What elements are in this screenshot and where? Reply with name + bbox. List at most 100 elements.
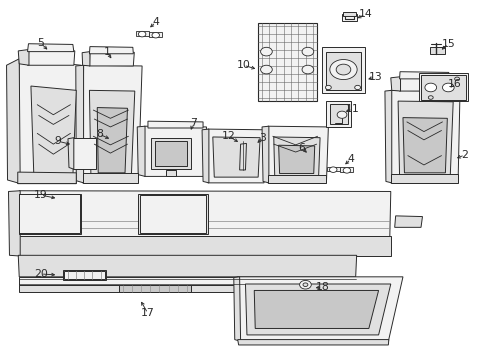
- Polygon shape: [267, 175, 326, 183]
- Polygon shape: [397, 101, 452, 176]
- Polygon shape: [19, 235, 390, 256]
- Polygon shape: [202, 129, 208, 183]
- Circle shape: [454, 77, 459, 81]
- Polygon shape: [418, 73, 467, 101]
- Polygon shape: [138, 194, 207, 234]
- Polygon shape: [148, 121, 203, 128]
- Text: 18: 18: [315, 282, 329, 292]
- Polygon shape: [326, 51, 360, 90]
- Polygon shape: [76, 65, 83, 183]
- Polygon shape: [258, 23, 316, 101]
- Polygon shape: [18, 172, 76, 184]
- Polygon shape: [119, 285, 190, 292]
- Polygon shape: [27, 49, 75, 65]
- Polygon shape: [155, 140, 186, 166]
- Circle shape: [302, 65, 313, 74]
- Polygon shape: [399, 77, 449, 91]
- Polygon shape: [342, 12, 355, 16]
- Polygon shape: [384, 90, 391, 183]
- Polygon shape: [273, 137, 320, 176]
- Circle shape: [260, 65, 272, 74]
- Polygon shape: [207, 129, 266, 183]
- Polygon shape: [135, 31, 148, 36]
- Text: 2: 2: [461, 150, 468, 160]
- Polygon shape: [233, 277, 240, 341]
- Polygon shape: [18, 255, 356, 277]
- Polygon shape: [237, 277, 402, 341]
- Polygon shape: [144, 126, 206, 176]
- Text: 8: 8: [96, 129, 102, 139]
- Polygon shape: [326, 167, 339, 171]
- Polygon shape: [340, 167, 353, 172]
- Polygon shape: [394, 216, 422, 227]
- Polygon shape: [137, 126, 145, 176]
- Circle shape: [442, 83, 453, 92]
- Text: 20: 20: [34, 269, 47, 279]
- Text: 19: 19: [34, 190, 47, 200]
- Polygon shape: [329, 104, 347, 125]
- Text: 5: 5: [37, 38, 44, 48]
- Polygon shape: [64, 271, 104, 279]
- Polygon shape: [82, 51, 90, 66]
- Polygon shape: [8, 191, 20, 256]
- Polygon shape: [262, 126, 268, 183]
- Circle shape: [336, 111, 346, 118]
- Circle shape: [303, 283, 307, 287]
- Text: 17: 17: [141, 309, 155, 318]
- Text: 4: 4: [346, 154, 353, 164]
- Polygon shape: [151, 138, 190, 169]
- Polygon shape: [254, 291, 378, 328]
- Polygon shape: [18, 59, 81, 184]
- Polygon shape: [278, 145, 314, 174]
- Polygon shape: [149, 32, 162, 37]
- Polygon shape: [212, 137, 260, 177]
- Circle shape: [325, 85, 330, 90]
- Circle shape: [343, 168, 350, 173]
- Polygon shape: [68, 138, 74, 169]
- Polygon shape: [82, 65, 142, 183]
- Polygon shape: [89, 51, 134, 66]
- Text: 12: 12: [222, 131, 235, 141]
- Text: 10: 10: [236, 60, 250, 70]
- Polygon shape: [402, 118, 447, 173]
- Text: 6: 6: [298, 143, 305, 153]
- Circle shape: [138, 31, 145, 37]
- Polygon shape: [27, 44, 74, 51]
- Polygon shape: [390, 90, 459, 183]
- Circle shape: [424, 83, 436, 92]
- Polygon shape: [63, 270, 105, 280]
- Polygon shape: [239, 143, 246, 170]
- Polygon shape: [82, 173, 138, 183]
- Circle shape: [354, 85, 360, 90]
- Polygon shape: [245, 284, 390, 335]
- Polygon shape: [18, 49, 29, 65]
- Polygon shape: [321, 47, 365, 93]
- Polygon shape: [166, 170, 176, 176]
- Polygon shape: [326, 101, 350, 127]
- Text: 9: 9: [55, 136, 61, 146]
- Circle shape: [329, 167, 336, 172]
- Circle shape: [427, 96, 432, 99]
- Polygon shape: [97, 108, 127, 173]
- Circle shape: [299, 280, 311, 289]
- Polygon shape: [420, 75, 465, 100]
- Text: 13: 13: [367, 72, 381, 82]
- Polygon shape: [19, 285, 355, 292]
- Text: 7: 7: [189, 118, 196, 128]
- Polygon shape: [341, 14, 356, 22]
- Polygon shape: [267, 126, 328, 183]
- Text: 14: 14: [358, 9, 371, 19]
- Polygon shape: [19, 194, 80, 233]
- Polygon shape: [390, 174, 457, 183]
- Polygon shape: [237, 339, 388, 345]
- Text: 16: 16: [447, 79, 460, 89]
- Polygon shape: [399, 72, 448, 79]
- Polygon shape: [89, 90, 135, 176]
- Polygon shape: [31, 86, 76, 176]
- Circle shape: [329, 59, 356, 80]
- Circle shape: [260, 47, 272, 56]
- Text: 3: 3: [259, 133, 266, 143]
- Circle shape: [335, 64, 350, 75]
- Polygon shape: [89, 46, 133, 54]
- Circle shape: [152, 32, 159, 38]
